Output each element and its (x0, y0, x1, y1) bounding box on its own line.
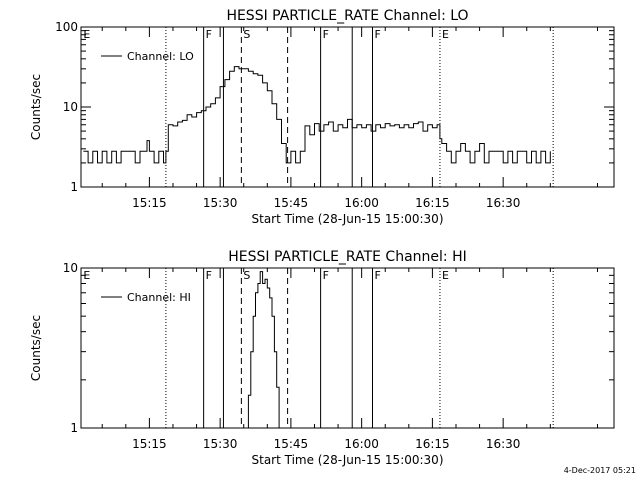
event-marker-label: F (206, 28, 212, 41)
x-tick-label: 15:30 (203, 196, 238, 210)
x-axis-label: Start Time (28-Jun-15 15:00:30) (252, 212, 444, 226)
event-marker-label: F (206, 269, 212, 282)
y-tick-label: 10 (63, 100, 78, 114)
series-line (246, 271, 280, 429)
y-tick-label: 1 (70, 180, 78, 194)
chart-title: HESSI PARTICLE_RATE Channel: HI (228, 249, 466, 265)
y-tick-label: 10 (63, 261, 78, 275)
y-axis-label: Counts/sec (29, 315, 43, 381)
chart-title: HESSI PARTICLE_RATE Channel: LO (226, 8, 468, 24)
x-tick-label: 15:15 (132, 196, 167, 210)
event-marker-label: F (323, 28, 329, 41)
event-marker-label: F (323, 269, 329, 282)
event-marker-label: F (374, 28, 380, 41)
x-tick-label: 15:45 (274, 437, 309, 451)
x-axis-label: Start Time (28-Jun-15 15:00:30) (252, 453, 444, 467)
legend-label: Channel: LO (127, 50, 194, 63)
event-marker-label: E (442, 28, 449, 41)
x-tick-label: 16:30 (486, 196, 521, 210)
x-tick-label: 15:30 (203, 437, 238, 451)
plot-frame (80, 267, 615, 429)
footer-timestamp: 4-Dec-2017 05:21 (564, 466, 636, 475)
event-marker-label: S (243, 28, 250, 41)
event-marker-label: F (374, 269, 380, 282)
x-tick-label: 15:45 (274, 196, 309, 210)
x-tick-label: 15:15 (132, 437, 167, 451)
series-line (83, 66, 551, 164)
x-tick-label: 16:15 (415, 437, 450, 451)
x-tick-label: 16:00 (344, 196, 379, 210)
bottom-panel-hi: HESSI PARTICLE_RATE Channel: HI Counts/se… (29, 249, 615, 467)
y-axis-label: Counts/sec (29, 74, 43, 140)
x-tick-label: 16:00 (344, 437, 379, 451)
event-marker-label: S (243, 269, 250, 282)
x-tick-label: 16:30 (486, 437, 521, 451)
legend-label: Channel: HI (127, 291, 191, 304)
event-marker-label: E (442, 269, 449, 282)
y-tick-label: 1 (70, 421, 78, 435)
x-tick-label: 16:15 (415, 196, 450, 210)
event-marker-label: E (83, 28, 90, 41)
y-tick-label: 100 (55, 20, 78, 34)
event-marker-label: E (83, 269, 90, 282)
top-panel-lo: HESSI PARTICLE_RATE Channel: LO Counts/se… (29, 8, 615, 226)
